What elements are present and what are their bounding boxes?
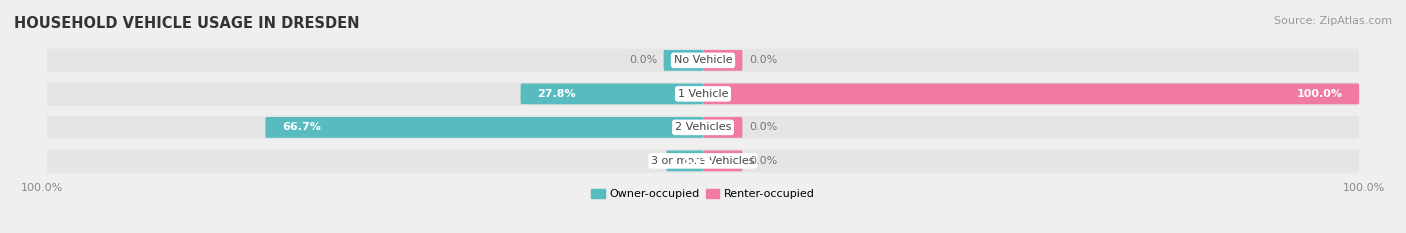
FancyBboxPatch shape — [46, 149, 1360, 173]
FancyBboxPatch shape — [703, 50, 742, 71]
FancyBboxPatch shape — [266, 117, 703, 138]
Text: 66.7%: 66.7% — [281, 122, 321, 132]
FancyBboxPatch shape — [666, 151, 703, 171]
FancyBboxPatch shape — [703, 117, 742, 138]
FancyBboxPatch shape — [703, 151, 742, 171]
FancyBboxPatch shape — [520, 83, 703, 104]
Text: 0.0%: 0.0% — [749, 122, 778, 132]
FancyBboxPatch shape — [664, 50, 703, 71]
Text: 2 Vehicles: 2 Vehicles — [675, 122, 731, 132]
FancyBboxPatch shape — [46, 49, 1360, 72]
Text: No Vehicle: No Vehicle — [673, 55, 733, 65]
Text: 100.0%: 100.0% — [21, 183, 63, 193]
FancyBboxPatch shape — [703, 83, 1360, 104]
Text: 3 or more Vehicles: 3 or more Vehicles — [651, 156, 755, 166]
Text: 27.8%: 27.8% — [537, 89, 575, 99]
FancyBboxPatch shape — [46, 82, 1360, 106]
Text: 100.0%: 100.0% — [1343, 183, 1385, 193]
Legend: Owner-occupied, Renter-occupied: Owner-occupied, Renter-occupied — [586, 184, 820, 203]
Text: 5.6%: 5.6% — [683, 156, 713, 166]
Text: Source: ZipAtlas.com: Source: ZipAtlas.com — [1274, 16, 1392, 26]
FancyBboxPatch shape — [46, 116, 1360, 139]
Text: 0.0%: 0.0% — [628, 55, 657, 65]
Text: 0.0%: 0.0% — [749, 156, 778, 166]
Text: 100.0%: 100.0% — [1296, 89, 1343, 99]
Text: HOUSEHOLD VEHICLE USAGE IN DRESDEN: HOUSEHOLD VEHICLE USAGE IN DRESDEN — [14, 16, 360, 31]
Text: 1 Vehicle: 1 Vehicle — [678, 89, 728, 99]
Text: 0.0%: 0.0% — [749, 55, 778, 65]
